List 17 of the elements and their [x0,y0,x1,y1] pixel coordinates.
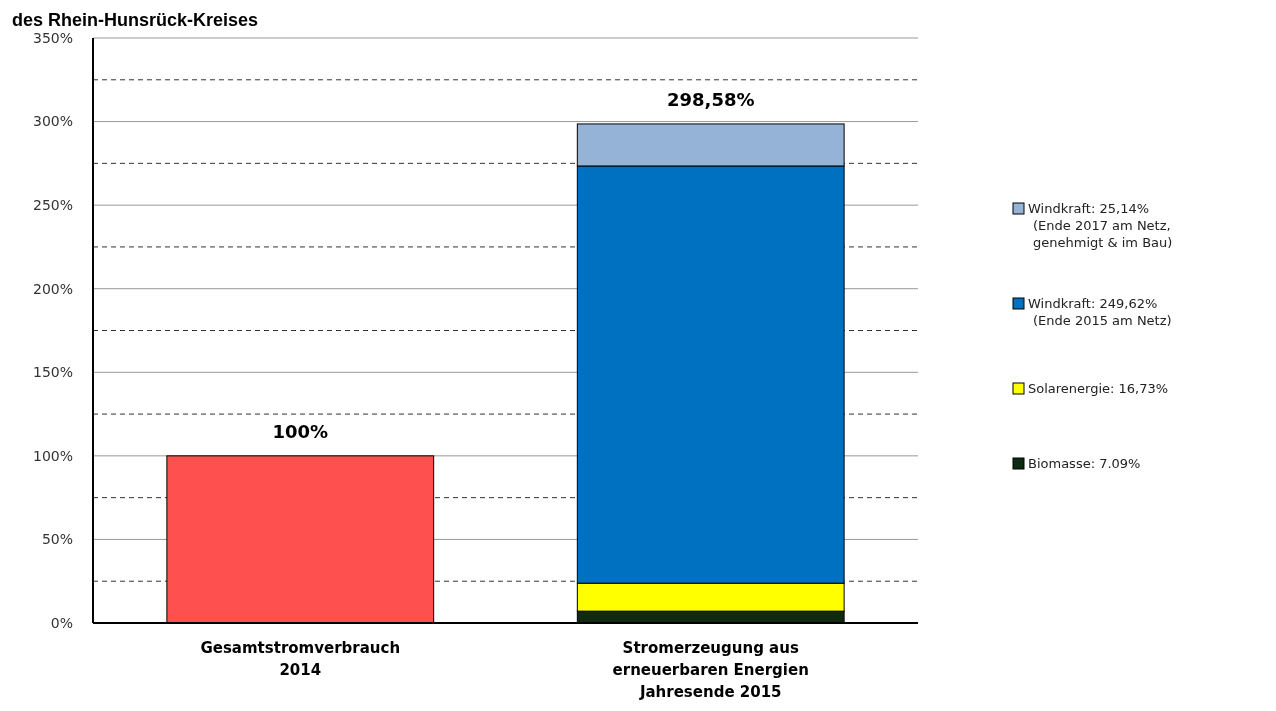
x-tick-label: Stromerzeugung aus erneuerbaren Energien Jahresende 2015 [612,639,809,701]
legend-label: Solarenergie: 16,73% [1028,381,1169,396]
y-tick-label: 0% [50,614,73,631]
total-label: 298,58% [666,88,755,110]
y-tick-label: 150% [32,364,73,381]
legend-label: Windkraft: 25,14% (Ende 2017 am Netz, genehmigt & im Bau) [1028,201,1173,250]
legend-label: Windkraft: 249,62% (Ende 2015 am Netz) [1028,296,1172,328]
y-tick-label: 100% [32,447,73,464]
chart-title: des Rhein-Hunsrück-Kreises [12,10,259,30]
y-tick-label: 350% [32,29,73,46]
y-tick-label: 300% [32,113,73,130]
total-label: 100% [272,420,329,442]
y-tick-label: 200% [32,280,73,297]
y-tick-label: 50% [41,531,73,548]
legend-label: Biomasse: 7.09% [1028,456,1141,471]
y-tick-label: 250% [32,197,73,214]
x-tick-label: Gesamtstromverbrauch 2014 [200,639,401,679]
